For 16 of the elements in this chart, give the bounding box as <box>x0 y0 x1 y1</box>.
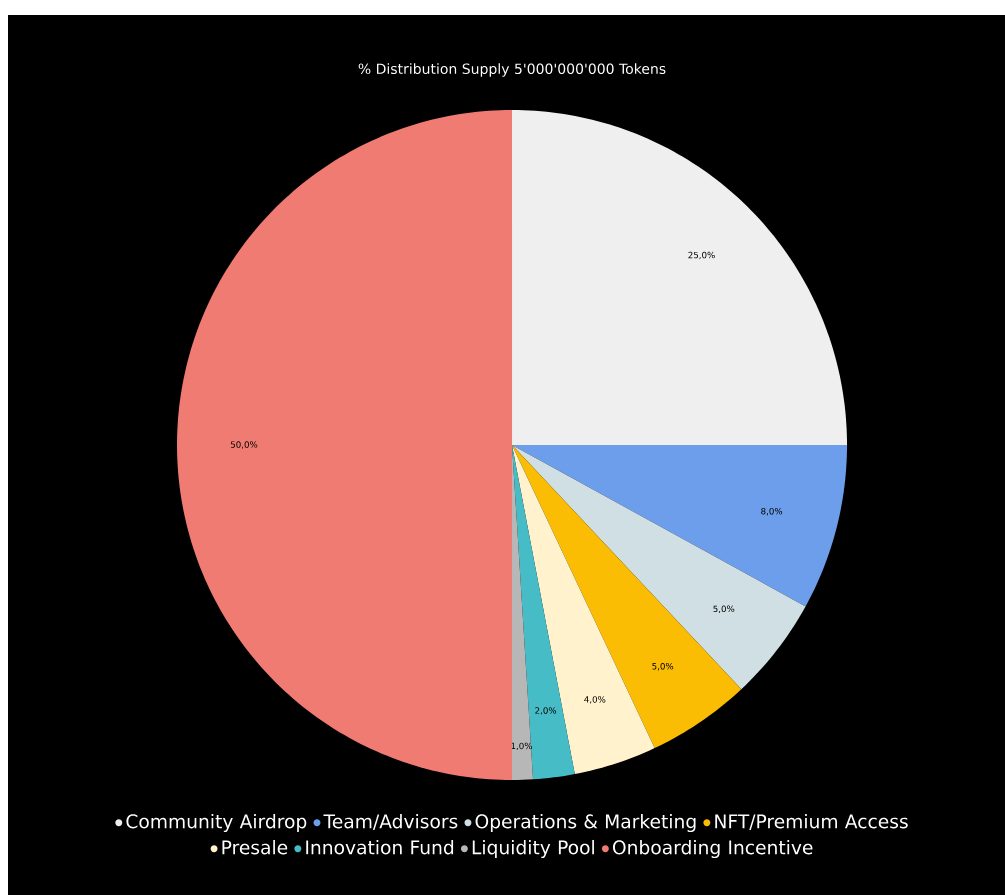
data-label: 5,0% <box>652 662 674 671</box>
legend-label: Community Airdrop <box>126 813 307 833</box>
legend-label: Operations & Marketing <box>475 813 696 833</box>
data-label: 2,0% <box>535 707 557 715</box>
legend-label: Innovation Fund <box>306 839 454 855</box>
chart-title: % Distribution Supply 5'000'000'000 Tokens <box>358 63 666 77</box>
legend-label: Onboarding Incentive <box>612 839 813 859</box>
data-label: 8,0% <box>761 507 783 516</box>
legend-label: Team/Advisors <box>323 813 458 830</box>
data-label: 50,0% <box>230 441 258 449</box>
data-label: 25,0% <box>688 251 715 260</box>
data-label: 4,0% <box>584 696 606 704</box>
data-label: 5,0% <box>713 605 735 613</box>
legend-label: Presale <box>222 839 288 855</box>
legend-label: NFT/Premium Access <box>715 813 908 830</box>
legend-label: Liquidity Pool <box>472 839 594 859</box>
